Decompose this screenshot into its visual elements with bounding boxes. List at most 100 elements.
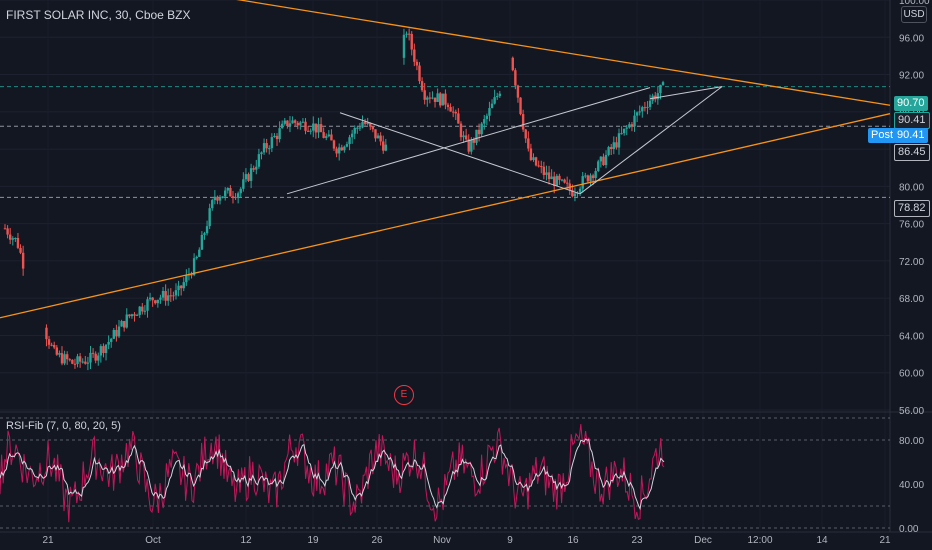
candle-body — [161, 290, 165, 298]
candle-body — [361, 121, 364, 128]
candle-body — [485, 115, 489, 120]
candle-body — [135, 314, 139, 316]
x-tick-label: 21 — [879, 535, 891, 546]
candle-body — [317, 124, 320, 133]
candle-body — [612, 142, 616, 150]
candle-body — [622, 128, 626, 134]
earnings-icon[interactable]: E — [394, 385, 414, 405]
wedge-line — [286, 87, 651, 195]
candle-body — [661, 82, 665, 85]
candle-body — [496, 96, 499, 98]
candle-body — [172, 295, 175, 297]
candle-body — [560, 179, 564, 181]
candle-body — [76, 356, 79, 365]
candle-body — [459, 123, 463, 138]
candle-body — [107, 341, 110, 345]
candle-body — [369, 123, 372, 127]
x-tick-label: 12 — [240, 535, 252, 546]
candle-body — [226, 187, 229, 191]
candle-body — [350, 133, 354, 138]
candle-body — [493, 97, 496, 104]
price-axis[interactable]: 56.0060.0064.0068.0072.0076.0080.0084.00… — [899, 0, 930, 535]
candle-body — [527, 138, 530, 149]
candle-body — [203, 233, 206, 235]
candle-body — [532, 157, 535, 161]
candle-body — [288, 123, 292, 127]
candle-body — [265, 143, 268, 149]
x-tick-label: Dec — [694, 535, 712, 546]
candle-body — [283, 120, 286, 124]
candle-body — [68, 359, 71, 361]
candle-body — [325, 136, 328, 138]
upper-level-tag: 86.45 — [894, 144, 930, 161]
candle-body — [156, 299, 160, 304]
candle-body — [55, 347, 59, 355]
candle-body — [11, 238, 14, 240]
candle-body — [345, 144, 349, 147]
candle-body — [407, 33, 411, 35]
candle-body — [620, 133, 623, 135]
candle-body — [586, 175, 590, 182]
candle-body — [73, 363, 77, 365]
candle-body — [480, 123, 483, 135]
candle-body — [428, 97, 432, 99]
candle-body — [374, 129, 377, 139]
candle-body — [164, 290, 167, 301]
candle-body — [550, 176, 553, 180]
candle-body — [327, 134, 331, 137]
candle-body — [78, 356, 82, 362]
candle-body — [602, 156, 605, 166]
y-tick-label: 100.00 — [899, 0, 930, 7]
time-axis[interactable]: 21 Oct 12 19 26 Nov 9 16 23 Dec 12:00 14 21 — [42, 535, 891, 546]
rsi-legend[interactable]: RSI-Fib (7, 0, 80, 20, 5) — [6, 420, 121, 432]
candle-body — [236, 193, 240, 198]
candle-body — [420, 81, 424, 91]
currency-button[interactable]: USD — [901, 6, 927, 23]
candle-body — [117, 326, 121, 337]
candle-body — [555, 175, 559, 186]
candle-body — [224, 190, 227, 197]
candle-body — [208, 208, 211, 227]
candle-body — [444, 93, 447, 105]
candle-body — [273, 135, 276, 138]
candle-body — [211, 200, 214, 209]
candle-body — [255, 166, 258, 170]
candle-body — [563, 179, 566, 183]
candle-body — [102, 346, 105, 354]
candle-body — [130, 314, 134, 317]
candle-body — [291, 120, 294, 124]
candle-body — [138, 306, 141, 315]
candle-body — [584, 175, 587, 177]
candle-body — [431, 97, 434, 99]
candle-body — [275, 135, 279, 140]
candle-body — [405, 33, 408, 35]
candle-body — [337, 147, 341, 154]
candle-body — [97, 355, 100, 361]
candle-body — [589, 175, 592, 182]
candle-body — [534, 157, 538, 166]
candle-body — [312, 123, 315, 131]
candle-body — [146, 299, 149, 311]
candle-body — [366, 123, 369, 125]
candle-body — [174, 290, 178, 296]
candle-body — [433, 97, 437, 102]
candle-body — [477, 129, 481, 135]
candle-body — [643, 107, 647, 109]
candle-body — [384, 144, 388, 151]
candle-body — [464, 135, 468, 140]
candle-body — [89, 352, 92, 363]
candle-body — [599, 156, 603, 162]
candle-body — [490, 103, 494, 109]
x-tick-label: Nov — [433, 535, 451, 546]
candle-body — [462, 135, 465, 138]
candle-body — [159, 297, 162, 300]
x-tick-label: 19 — [307, 535, 319, 546]
candle-body — [14, 237, 17, 239]
candle-body — [537, 165, 540, 167]
candle-body — [205, 226, 209, 234]
candle-body — [604, 154, 608, 166]
candle-body — [252, 168, 255, 170]
symbol-title[interactable]: FIRST SOLAR INC, 30, Cboe BZX — [6, 8, 191, 22]
candle-body — [340, 147, 343, 151]
